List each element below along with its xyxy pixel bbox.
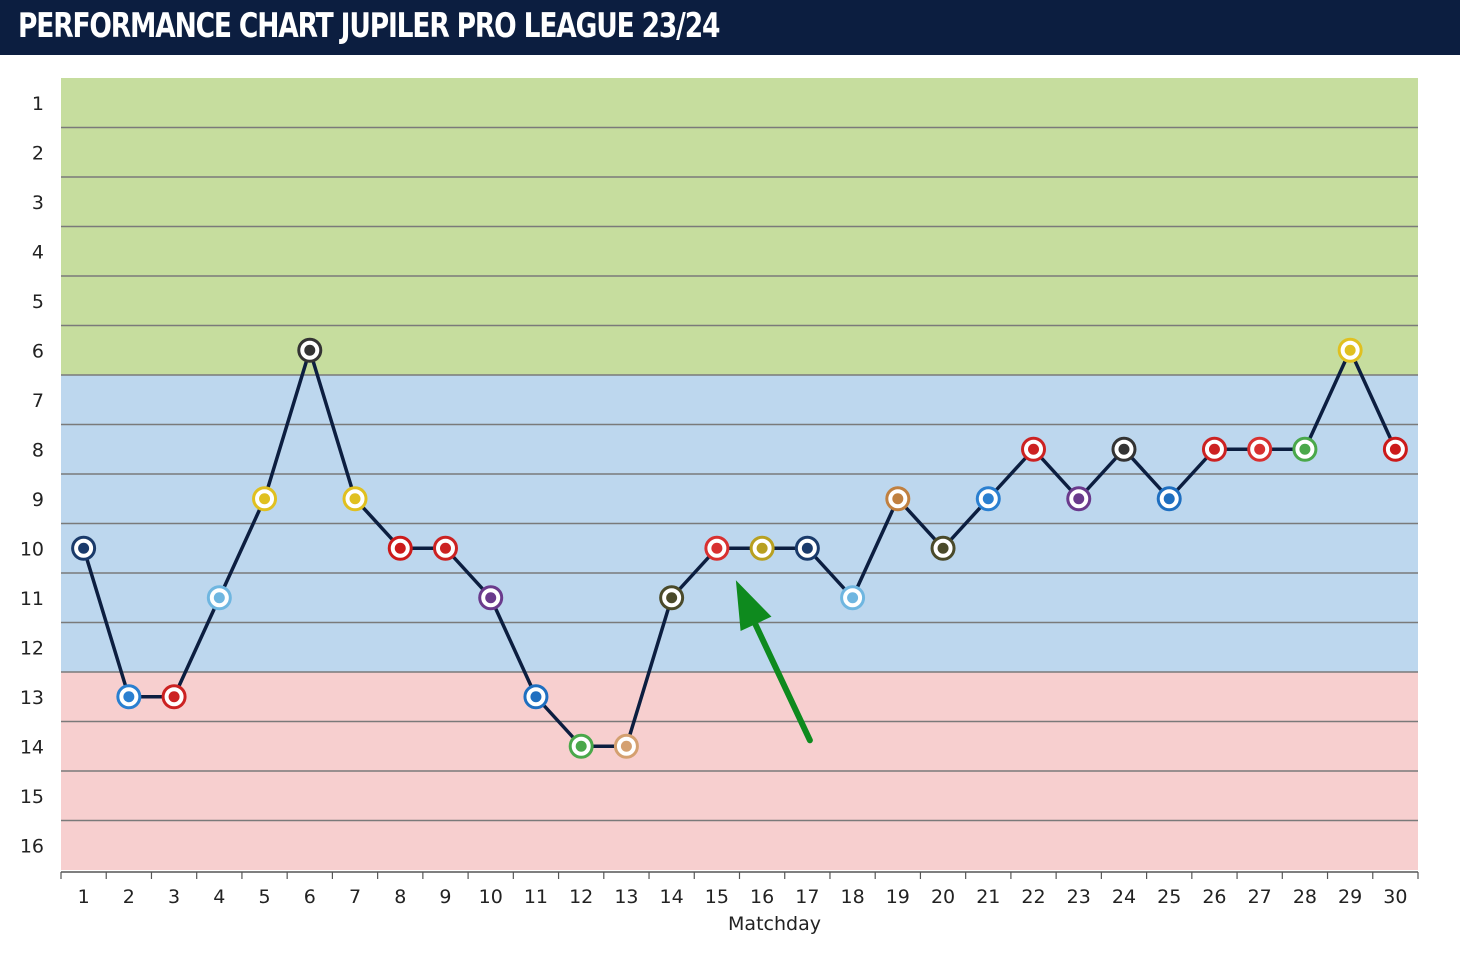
club-badge-icon bbox=[432, 535, 458, 561]
x-tick-label: 21 bbox=[976, 886, 1000, 908]
club-badge-icon bbox=[523, 684, 549, 710]
y-tick-label: 15 bbox=[20, 786, 44, 808]
x-tick-label: 15 bbox=[705, 886, 729, 908]
x-tick-label: 26 bbox=[1202, 886, 1226, 908]
x-tick-label: 18 bbox=[840, 886, 864, 908]
x-tick-label: 6 bbox=[304, 886, 316, 908]
x-tick-label: 3 bbox=[168, 886, 180, 908]
club-badge-icon bbox=[1156, 486, 1182, 512]
club-badge-icon bbox=[297, 337, 323, 363]
x-axis-title: Matchday bbox=[728, 913, 821, 935]
club-badge-icon bbox=[252, 486, 278, 512]
x-tick-label: 10 bbox=[479, 886, 503, 908]
x-tick-label: 23 bbox=[1067, 886, 1091, 908]
club-badge-icon bbox=[885, 486, 911, 512]
y-tick-label: 6 bbox=[32, 340, 44, 362]
club-badge-icon bbox=[1021, 436, 1047, 462]
club-badge-icon bbox=[1247, 436, 1273, 462]
x-tick-label: 19 bbox=[886, 886, 910, 908]
x-tick-label: 17 bbox=[795, 886, 819, 908]
x-tick-label: 7 bbox=[349, 886, 361, 908]
x-tick-label: 4 bbox=[213, 886, 225, 908]
x-tick-label: 27 bbox=[1248, 886, 1272, 908]
club-badge-icon bbox=[613, 733, 639, 759]
y-tick-label: 7 bbox=[32, 390, 44, 412]
club-badge-icon bbox=[387, 535, 413, 561]
x-tick-label: 11 bbox=[524, 886, 548, 908]
club-badge-icon bbox=[749, 535, 775, 561]
chart-header: PERFORMANCE CHART JUPILER PRO LEAGUE 23/… bbox=[0, 0, 1460, 55]
x-tick-label: 29 bbox=[1338, 886, 1362, 908]
club-badge-icon bbox=[975, 486, 1001, 512]
y-tick-label: 11 bbox=[20, 588, 44, 610]
club-badge-icon bbox=[659, 585, 685, 611]
club-badge-icon bbox=[1382, 436, 1408, 462]
y-tick-label: 3 bbox=[32, 192, 44, 214]
x-tick-label: 22 bbox=[1021, 886, 1045, 908]
y-tick-label: 5 bbox=[32, 291, 44, 313]
club-badge-icon bbox=[161, 684, 187, 710]
club-badge-icon bbox=[342, 486, 368, 512]
x-tick-label: 28 bbox=[1293, 886, 1317, 908]
club-badge-icon bbox=[1066, 486, 1092, 512]
gridlines bbox=[61, 126, 1418, 822]
x-tick-label: 12 bbox=[569, 886, 593, 908]
annotation-arrow bbox=[735, 580, 813, 744]
x-tick-label: 2 bbox=[123, 886, 135, 908]
arrow-head bbox=[735, 580, 772, 631]
y-tick-label: 13 bbox=[20, 687, 44, 709]
y-tick-label: 9 bbox=[32, 489, 44, 511]
arrow-shaft bbox=[744, 605, 813, 744]
club-badge-icon bbox=[1292, 436, 1318, 462]
club-badge-icon bbox=[478, 585, 504, 611]
x-tick-label: 20 bbox=[931, 886, 955, 908]
x-tick-label: 1 bbox=[78, 886, 90, 908]
club-badge-icon bbox=[71, 535, 97, 561]
club-badge-icon bbox=[116, 684, 142, 710]
club-markers bbox=[71, 337, 1408, 759]
y-tick-label: 2 bbox=[32, 142, 44, 164]
x-tick-label: 16 bbox=[750, 886, 774, 908]
y-tick-label: 10 bbox=[20, 538, 44, 560]
x-tick-label: 9 bbox=[439, 886, 451, 908]
x-tick-label: 13 bbox=[614, 886, 638, 908]
club-badge-icon bbox=[568, 733, 594, 759]
club-badge-icon bbox=[1201, 436, 1227, 462]
y-tick-label: 4 bbox=[32, 241, 44, 263]
x-tick-label: 24 bbox=[1112, 886, 1136, 908]
y-tick-label: 14 bbox=[20, 736, 44, 758]
x-tick-label: 30 bbox=[1383, 886, 1407, 908]
club-badge-icon bbox=[1111, 436, 1137, 462]
club-badge-icon bbox=[794, 535, 820, 561]
y-tick-label: 16 bbox=[20, 835, 44, 857]
chart-title: PERFORMANCE CHART JUPILER PRO LEAGUE 23/… bbox=[18, 6, 720, 46]
x-tick-label: 8 bbox=[394, 886, 406, 908]
x-tick-label: 25 bbox=[1157, 886, 1181, 908]
club-badge-icon bbox=[1337, 337, 1363, 363]
club-badge-icon bbox=[206, 585, 232, 611]
x-tick-label: 14 bbox=[660, 886, 684, 908]
club-badge-icon bbox=[704, 535, 730, 561]
x-tick-label: 5 bbox=[259, 886, 271, 908]
x-axis: 1 2 3 4 5 6 7 8 9 10 11 12 13 14 15 16 17 18 19 20 21 22 23 24 2… bbox=[60, 871, 1419, 935]
y-tick-label: 8 bbox=[32, 439, 44, 461]
club-badge-icon bbox=[930, 535, 956, 561]
y-tick-label: 12 bbox=[20, 637, 44, 659]
y-tick-label: 1 bbox=[32, 93, 44, 115]
club-badge-icon bbox=[840, 585, 866, 611]
